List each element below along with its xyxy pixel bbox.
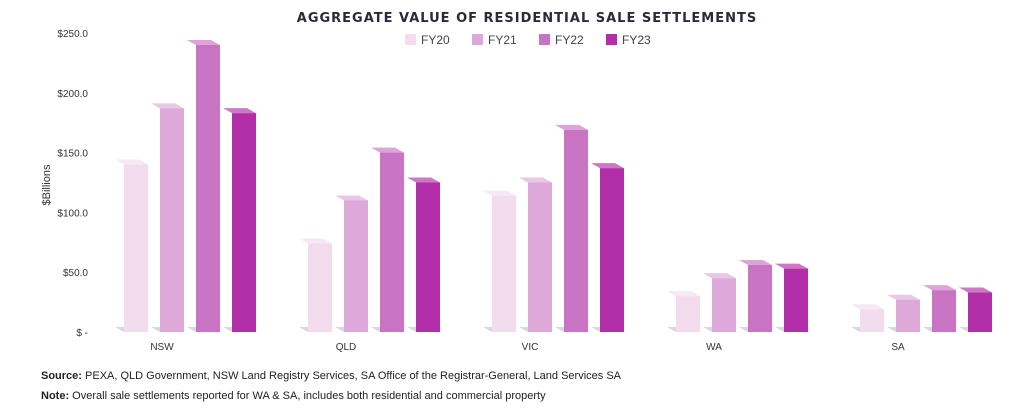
bar (299, 238, 332, 332)
legend-label: FY23 (622, 33, 651, 47)
bar-front (896, 299, 920, 332)
bar-front (968, 292, 992, 332)
bar-top (959, 287, 992, 293)
bar-top (519, 177, 552, 183)
bar-front (860, 309, 884, 332)
footnotes: Source: PEXA, QLD Government, NSW Land R… (41, 366, 621, 406)
bar-front (196, 44, 220, 333)
bar (519, 177, 552, 332)
source-label: Source: (41, 370, 82, 382)
general-note: Note: Overall sale settlements reported … (41, 386, 621, 406)
bar-top (115, 159, 148, 165)
bar-front (748, 265, 772, 332)
legend-swatch (539, 34, 550, 45)
bar-top (371, 147, 404, 153)
bar-top (923, 285, 956, 291)
bar (775, 263, 808, 332)
bar (407, 177, 440, 332)
chart-title: AGGREGATE VALUE OF RESIDENTIAL SALE SETT… (297, 11, 757, 26)
source-note: Source: PEXA, QLD Government, NSW Land R… (41, 366, 621, 386)
legend-label: FY21 (488, 33, 517, 47)
x-tick-label: WA (706, 342, 722, 353)
legend-label: FY22 (555, 33, 584, 47)
bar-front (784, 268, 808, 332)
bar-front (528, 182, 552, 332)
bar-front (932, 290, 956, 332)
legend-item: FY23 (606, 33, 651, 47)
bar (703, 273, 736, 332)
bar-top (887, 294, 920, 300)
y-axis-label: $Billions (41, 164, 53, 205)
note-label: Note: (41, 390, 70, 402)
bar-top (703, 273, 736, 279)
bar-top (483, 190, 516, 196)
y-tick-label: $ - (76, 328, 88, 339)
bar (115, 159, 148, 332)
bar (851, 304, 884, 332)
x-tick-label: VIC (522, 342, 539, 353)
legend: FY20 FY21 FY22 FY23 (405, 33, 651, 47)
bars (115, 39, 992, 333)
bar-top (187, 39, 220, 45)
x-axis: NSW QLD VIC WA SA (150, 342, 905, 353)
x-tick-label: NSW (150, 342, 174, 353)
bar (371, 147, 404, 332)
bar-front (600, 168, 624, 332)
bar-chart: AGGREGATE VALUE OF RESIDENTIAL SALE SETT… (41, 11, 992, 353)
y-tick-label: $250.0 (57, 29, 88, 40)
bar-top (223, 108, 256, 114)
bar (335, 195, 368, 332)
bar-top (775, 263, 808, 269)
bar-front (492, 195, 516, 332)
bar-front (124, 164, 148, 332)
bar-top (851, 304, 884, 310)
bar (591, 163, 624, 332)
bar-top (739, 260, 772, 266)
bar (483, 190, 516, 332)
bar-front (712, 278, 736, 332)
legend-swatch (472, 34, 483, 45)
bar (887, 294, 920, 332)
y-axis: $ - $50.0 $100.0 $150.0 $200.0 $250.0 (57, 29, 88, 339)
legend-label: FY20 (421, 33, 450, 47)
bar-top (667, 291, 700, 297)
bar (555, 124, 588, 332)
bar (739, 260, 772, 332)
legend-swatch (405, 34, 416, 45)
legend-item: FY20 (405, 33, 450, 47)
bar-front (308, 243, 332, 332)
bar (151, 103, 184, 333)
bar-front (564, 129, 588, 332)
y-tick-label: $200.0 (57, 89, 88, 100)
bar (923, 285, 956, 332)
legend-item: FY21 (472, 33, 517, 47)
x-tick-label: QLD (336, 342, 357, 353)
bar-front (160, 108, 184, 333)
bar-top (299, 238, 332, 244)
bar-top (591, 163, 624, 169)
bar (223, 108, 256, 332)
x-tick-label: SA (891, 342, 905, 353)
y-tick-label: $50.0 (63, 268, 88, 279)
bar-top (335, 195, 368, 201)
bar (187, 39, 220, 333)
note-text: Overall sale settlements reported for WA… (69, 390, 546, 402)
bar-front (380, 152, 404, 332)
bar-front (676, 296, 700, 332)
bar-top (555, 124, 588, 130)
bar-top (151, 103, 184, 109)
bar-front (416, 182, 440, 332)
source-text: PEXA, QLD Government, NSW Land Registry … (81, 370, 621, 382)
bar-front (232, 113, 256, 332)
y-tick-label: $100.0 (57, 208, 88, 219)
legend-item: FY22 (539, 33, 584, 47)
bar-front (344, 200, 368, 332)
bar (959, 287, 992, 332)
y-tick-label: $150.0 (57, 149, 88, 160)
legend-swatch (606, 34, 617, 45)
bar-top (407, 177, 440, 183)
bar (667, 291, 700, 332)
